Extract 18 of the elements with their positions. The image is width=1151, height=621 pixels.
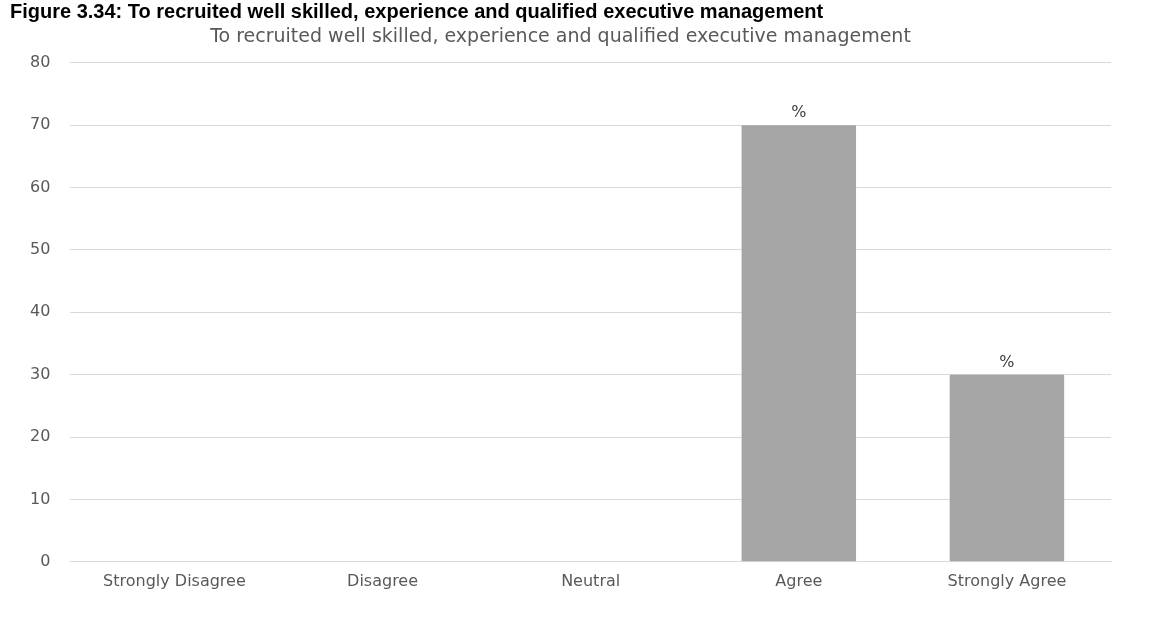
y-tick-label: 30 [30,363,51,383]
chart-subtitle: To recruited well skilled, experience and qualified executive management [209,24,911,47]
x-tick-label: Strongly Agree [947,570,1067,590]
y-tick-label: 40 [30,301,51,321]
y-tick-label: 10 [30,488,51,508]
x-tick-label: Strongly Disagree [103,570,246,590]
x-tick-label: Disagree [347,570,419,590]
y-tick-label: 70 [30,114,51,134]
y-tick-label: 0 [40,550,51,570]
y-tick-label: 50 [30,239,51,259]
y-tick-label: 80 [30,51,51,71]
x-tick-label: Agree [775,570,823,590]
data-label: % [999,351,1015,371]
y-tick-label: 20 [30,426,51,446]
y-tick-label: 60 [30,176,51,196]
chart-title: Figure 3.34: To recruited well skilled, experience and qualified executive management [10,0,824,22]
data-label: % [791,102,807,122]
x-tick-label: Neutral [561,570,621,590]
